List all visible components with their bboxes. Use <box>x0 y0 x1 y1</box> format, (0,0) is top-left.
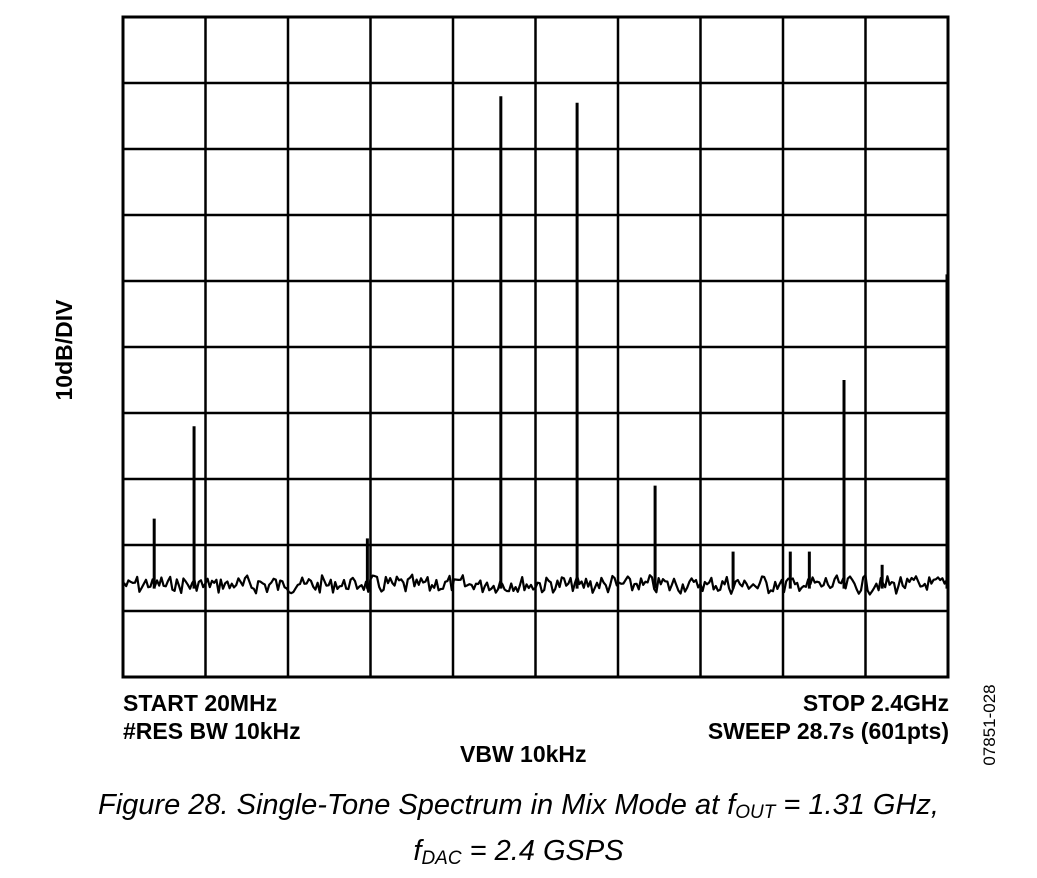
caption-line-2: fDAC = 2.4 GSPS <box>0 832 1037 878</box>
spectrum-chart <box>121 15 950 679</box>
caption-line1-sub: OUT <box>735 802 776 823</box>
video-bandwidth-label: VBW 10kHz <box>460 741 587 767</box>
caption-line2-suffix: = 2.4 GSPS <box>461 835 624 867</box>
spur-group <box>152 96 949 589</box>
chart-grid <box>123 17 948 677</box>
caption-line-1: Figure 28. Single-Tone Spectrum in Mix M… <box>0 786 1037 832</box>
caption-line2-prefix: f <box>413 835 422 867</box>
caption-line2-sub: DAC <box>421 848 462 869</box>
stop-frequency-label: STOP 2.4GHz <box>802 690 949 716</box>
sweep-time-label: SWEEP 28.7s (601pts) <box>707 718 949 744</box>
y-axis-label: 10dB/DIV <box>51 299 77 401</box>
caption-line1-suffix: = 1.31 GHz, <box>775 789 939 821</box>
resolution-bandwidth-label: #RES BW 10kHz <box>123 718 301 744</box>
caption-line1-prefix: Figure 28. Single-Tone Spectrum in Mix M… <box>98 789 736 821</box>
figure-caption: Figure 28. Single-Tone Spectrum in Mix M… <box>0 786 1037 878</box>
start-frequency-label: START 20MHz <box>123 690 278 716</box>
plot-frame <box>121 15 950 679</box>
figure-id: 07851-028 <box>980 684 999 766</box>
